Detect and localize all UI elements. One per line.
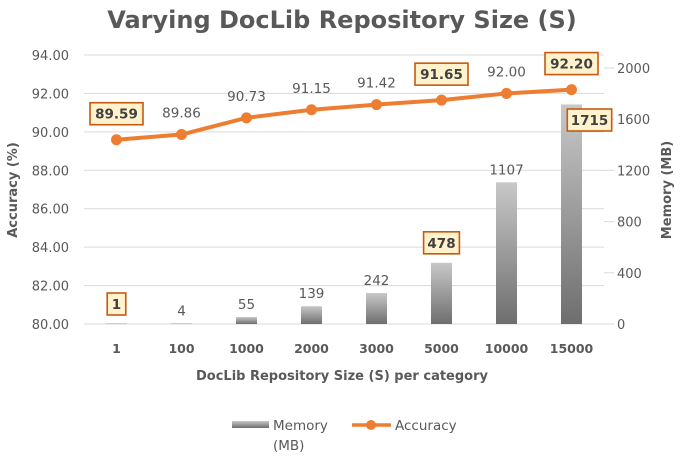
- x-category-label: 2000: [294, 341, 329, 356]
- x-category-label: 5000: [424, 341, 459, 356]
- accuracy-data-label: 89.59: [95, 107, 138, 123]
- data-labels: 1 4 55 139 242 478 1107 1715 89.59 89.86 90.73 91.1…: [89, 51, 613, 319]
- memory-bar: [236, 316, 257, 324]
- y-axis-right-title: Memory (MB): [660, 141, 675, 239]
- x-category-label: 100: [168, 341, 194, 356]
- accuracy-marker-icon: [566, 84, 577, 96]
- accuracy-marker-icon: [241, 112, 252, 124]
- y-left-tick-label: 82.00: [32, 280, 69, 295]
- y-left-tick-label: 90.00: [32, 126, 69, 141]
- legend-marker-icon: [366, 420, 376, 430]
- x-category-label: 1000: [229, 341, 264, 356]
- accuracy-data-label-box: [89, 101, 144, 126]
- y-axis-right-ticks: 0 400 800 1200 1600 2000: [617, 62, 650, 333]
- accuracy-marker-icon: [501, 87, 512, 99]
- x-category-label: 1: [112, 341, 121, 356]
- x-category-label: 10000: [485, 341, 529, 356]
- legend: Memory (MB) Accuracy: [232, 418, 457, 454]
- memory-bar: [496, 182, 517, 324]
- x-category-label: 3000: [359, 341, 394, 356]
- memory-bar: [106, 323, 127, 324]
- memory-data-label: 242: [364, 273, 390, 289]
- memory-data-label: 139: [299, 286, 325, 302]
- memory-data-label-box: [566, 108, 613, 132]
- y-axis-left-ticks: 80.00 82.00 84.00 86.00 88.00 90.00 92.00 94.00: [32, 49, 69, 333]
- y-left-tick-label: 94.00: [32, 49, 69, 64]
- memory-data-label-box: [106, 292, 127, 316]
- accuracy-data-label-box: [414, 62, 469, 86]
- accuracy-marker-icon: [111, 134, 122, 146]
- legend-bar-swatch-icon: [232, 421, 269, 428]
- y-right-tick-label: 0: [617, 318, 625, 333]
- accuracy-marker-icon: [436, 94, 447, 106]
- memory-data-label: 1107: [489, 162, 523, 178]
- y-right-tick-label: 800: [617, 216, 642, 231]
- y-left-tick-label: 92.00: [32, 87, 69, 102]
- memory-bars: [106, 104, 582, 324]
- accuracy-data-label: 92.20: [550, 57, 593, 73]
- memory-data-label: 55: [238, 297, 255, 313]
- accuracy-data-label: 90.73: [227, 89, 266, 105]
- y-left-tick-label: 84.00: [32, 241, 69, 256]
- x-axis-category-labels: 1 100 1000 2000 3000 5000 10000 15000: [112, 341, 593, 356]
- legend-label-accuracy: Accuracy: [395, 418, 457, 434]
- y-axis-left-title: Accuracy (%): [6, 142, 21, 238]
- y-right-tick-label: 1600: [617, 113, 650, 128]
- memory-bar: [431, 262, 452, 324]
- memory-data-label: 1715: [571, 113, 609, 129]
- y-left-tick-label: 88.00: [32, 164, 69, 179]
- memory-data-label-box: [422, 231, 461, 255]
- memory-bar: [171, 323, 192, 324]
- accuracy-data-label: 91.42: [357, 76, 396, 92]
- accuracy-marker-icon: [306, 104, 317, 116]
- accuracy-data-label: 91.65: [420, 67, 463, 83]
- memory-data-label: 478: [427, 236, 455, 252]
- accuracy-data-label: 92.00: [487, 64, 526, 80]
- legend-item-accuracy: Accuracy: [352, 418, 457, 434]
- accuracy-marker-icon: [176, 129, 187, 141]
- x-category-label: 15000: [550, 341, 594, 356]
- accuracy-data-label: 89.86: [162, 106, 201, 122]
- legend-label-memory-line1: Memory: [273, 418, 328, 434]
- gridlines: [84, 54, 614, 325]
- accuracy-data-label-box: [544, 51, 599, 76]
- memory-data-label: 4: [177, 303, 186, 319]
- accuracy-marker-icon: [371, 99, 382, 111]
- memory-data-label: 1: [112, 297, 121, 313]
- accuracy-data-label: 91.15: [292, 81, 331, 97]
- y-right-tick-label: 1200: [617, 164, 650, 179]
- memory-bar: [366, 293, 387, 324]
- legend-label-memory-line2: (MB): [273, 438, 304, 454]
- y-left-tick-label: 86.00: [32, 203, 69, 218]
- y-right-tick-label: 2000: [617, 62, 650, 77]
- y-right-tick-label: 400: [617, 267, 642, 282]
- y-left-tick-label: 80.00: [32, 318, 69, 333]
- memory-bar: [561, 104, 582, 324]
- accuracy-line: [111, 84, 577, 146]
- x-axis-title: DocLib Repository Size (S) per category: [196, 369, 489, 384]
- memory-bar: [301, 306, 322, 324]
- legend-item-memory: Memory (MB): [232, 418, 328, 454]
- chart-title: Varying DocLib Repository Size (S): [107, 6, 577, 34]
- accuracy-polyline: [116, 87, 572, 142]
